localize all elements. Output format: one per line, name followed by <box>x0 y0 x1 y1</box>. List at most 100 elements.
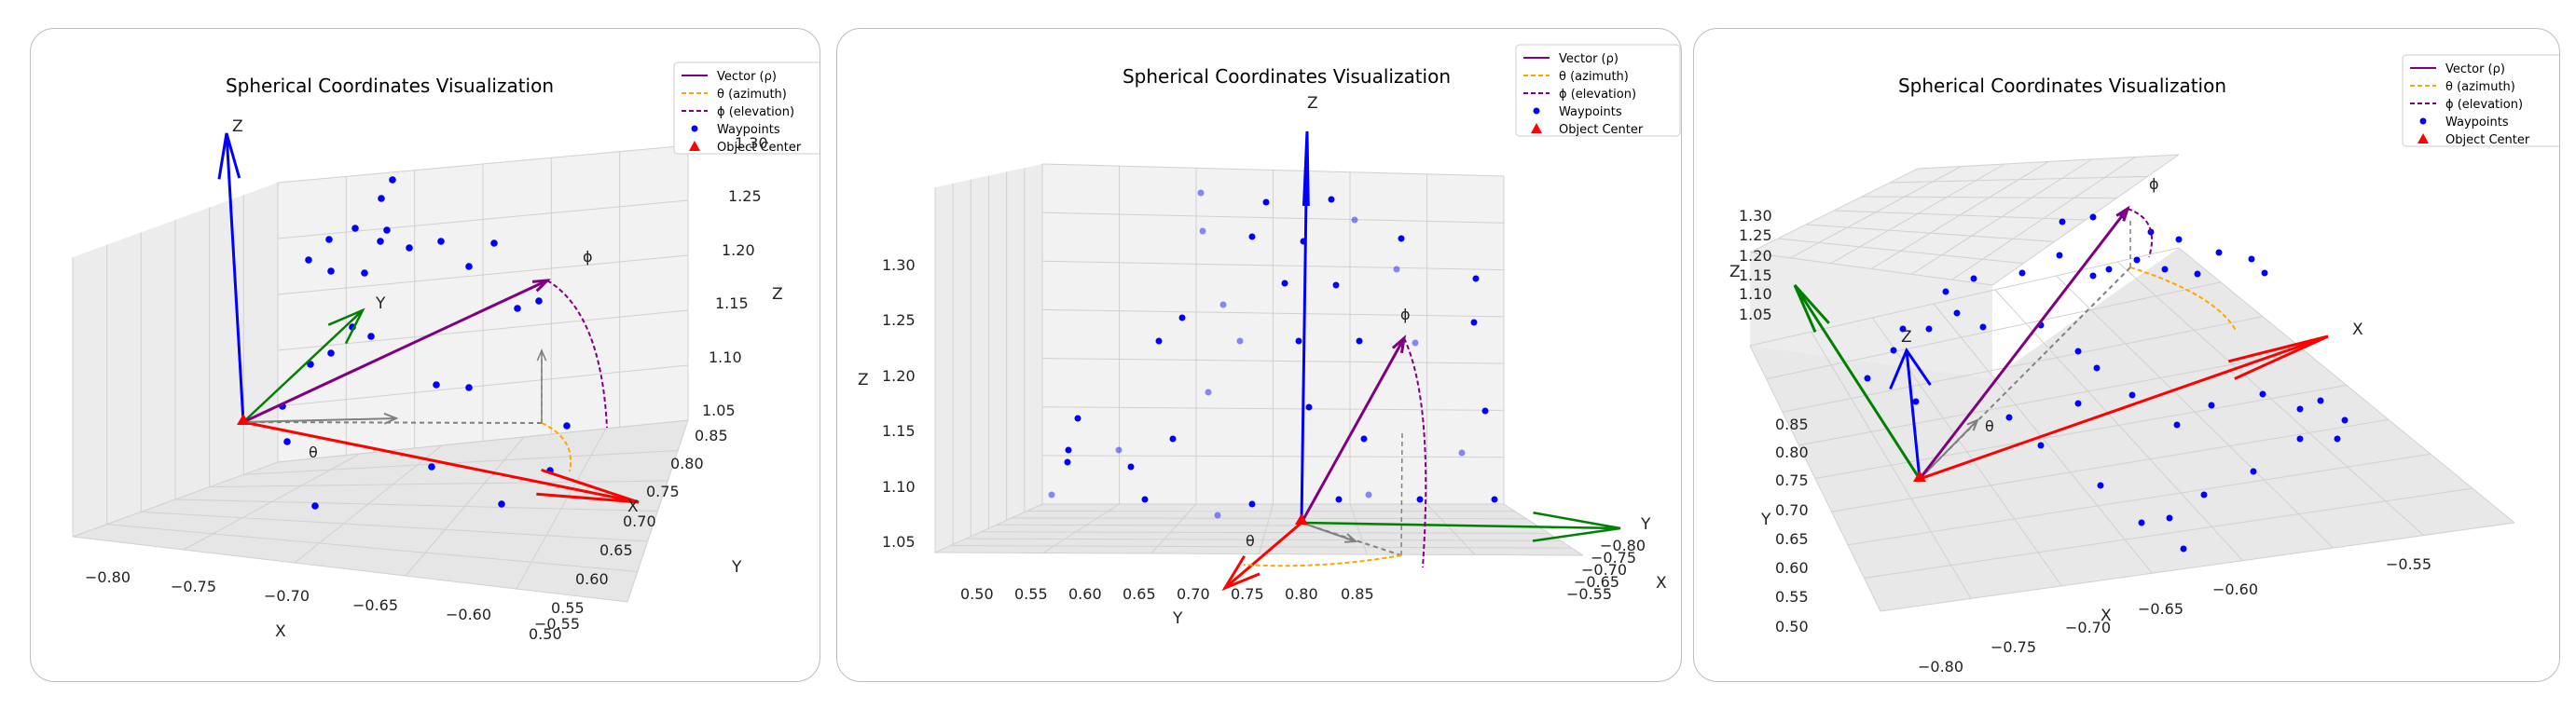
waypoint <box>2018 269 2026 277</box>
grid-line <box>183 453 361 551</box>
waypoint <box>514 305 521 312</box>
legend-label: ϕ (elevation) <box>717 105 794 119</box>
grid-line <box>627 419 689 603</box>
grid-line <box>277 254 689 295</box>
legend-label: Waypoints <box>1559 105 1622 119</box>
waypoint <box>1199 227 1206 235</box>
grid-line <box>1349 503 1368 555</box>
grid-line <box>1951 157 2136 280</box>
object-center-marker <box>1913 471 1926 482</box>
waypoint <box>1393 266 1400 273</box>
y-arrow-label: Y <box>1640 515 1651 534</box>
legend-label: Waypoints <box>2445 116 2509 130</box>
grid-line <box>1041 163 1505 177</box>
waypoint <box>1925 325 1933 333</box>
x-tick-label: −0.80 <box>85 568 131 586</box>
y-axis-arrow-head <box>1793 283 1830 333</box>
x-axis-arrow-shaft <box>1919 335 2329 481</box>
grid-line <box>516 428 607 590</box>
chart-svg-2: Spherical Coordinates Visualization Vecto… <box>858 44 1681 628</box>
waypoint <box>2173 421 2181 429</box>
waypoint <box>1281 280 1288 287</box>
grid-line <box>1041 406 1505 411</box>
waypoint <box>2250 468 2257 475</box>
waypoint <box>1169 435 1177 443</box>
y-tick-label: 0.60 <box>575 570 609 588</box>
theta-arc <box>2129 266 2238 333</box>
waypoint <box>2175 236 2183 243</box>
waypoint <box>1890 347 1897 354</box>
legend-swatch-triangle <box>1531 123 1542 133</box>
waypoint <box>1335 496 1343 503</box>
legend-box <box>1515 44 1681 137</box>
waypoint <box>2296 405 2304 413</box>
waypoint <box>2037 442 2045 449</box>
x-tick-label: −0.70 <box>264 587 310 605</box>
y-tick-label: 0.65 <box>1123 585 1156 603</box>
vector-rho-shaft <box>1918 208 2129 480</box>
x-tick-label: −0.70 <box>1581 561 1627 579</box>
y-tick-label: 0.80 <box>670 455 704 472</box>
waypoint <box>1491 496 1498 503</box>
legend-label: Object Center <box>1559 123 1644 137</box>
grid-line <box>294 444 443 564</box>
chart-panel-3: Spherical Coordinates Visualization Vecto… <box>1693 28 2560 682</box>
waypoint <box>437 238 445 245</box>
grid-line <box>1012 517 1527 520</box>
theta-label: θ <box>1246 532 1255 550</box>
grid-line <box>1503 503 1584 556</box>
waypoint <box>2089 213 2097 221</box>
waypoint <box>1248 233 1256 240</box>
waypoint <box>1481 407 1489 415</box>
waypoint <box>361 269 368 277</box>
waypoint <box>1979 323 1987 331</box>
phi-arc <box>546 280 608 429</box>
waypoint <box>1295 337 1302 345</box>
waypoint <box>2005 414 2013 421</box>
x-axis-arrow-head <box>1221 555 1260 592</box>
grid-line <box>2178 247 2515 524</box>
z-axis-arrow-shaft <box>225 132 245 423</box>
legend-label: θ (azimuth) <box>2445 80 2515 94</box>
z-arrow-label: Z <box>1307 94 1318 113</box>
theta-label: θ <box>309 444 318 461</box>
z-tick-label: 1.10 <box>882 478 916 496</box>
grid-line <box>277 199 689 239</box>
waypoint <box>2180 545 2187 553</box>
z-tick-label: 1.05 <box>1739 306 1772 323</box>
waypoint <box>428 463 435 471</box>
waypoint <box>1864 375 1871 382</box>
y-axis-label: Y <box>1760 511 1771 529</box>
grid-line <box>1991 154 2180 286</box>
back-pane <box>1750 155 2179 285</box>
object-center-marker <box>237 414 250 425</box>
waypoint <box>283 438 291 445</box>
x-tick-label: −0.55 <box>534 615 580 633</box>
grid-line <box>981 531 1550 534</box>
z-tick-label: 1.30 <box>1739 207 1772 225</box>
legend-label: Object Center <box>717 141 802 155</box>
x-tick-label: −0.65 <box>1574 573 1619 591</box>
y-tick-label: 0.55 <box>1775 588 1809 606</box>
waypoint <box>2059 218 2066 225</box>
z-tick-label: 1.15 <box>715 294 749 312</box>
waypoint <box>563 422 571 430</box>
waypoint <box>1064 458 1071 466</box>
legend-label: ϕ (elevation) <box>2445 98 2523 112</box>
y-tick-label: 0.60 <box>1068 585 1102 603</box>
waypoint <box>2074 400 2082 407</box>
waypoint <box>1155 337 1163 345</box>
waypoint <box>433 381 440 389</box>
z-axis-label: Z <box>858 371 869 389</box>
waypoint <box>327 267 335 275</box>
y-tick-label: 0.75 <box>1775 471 1809 489</box>
waypoint <box>465 384 473 391</box>
waypoint <box>2105 266 2113 273</box>
grid-line <box>934 503 1043 553</box>
grid-line <box>934 552 1584 556</box>
x-arrow-label: X <box>627 498 639 516</box>
grid-line <box>1041 358 1505 364</box>
waypoint <box>2334 435 2341 443</box>
waypoint <box>2138 519 2145 526</box>
y-axis-arrow-shaft <box>242 309 364 423</box>
